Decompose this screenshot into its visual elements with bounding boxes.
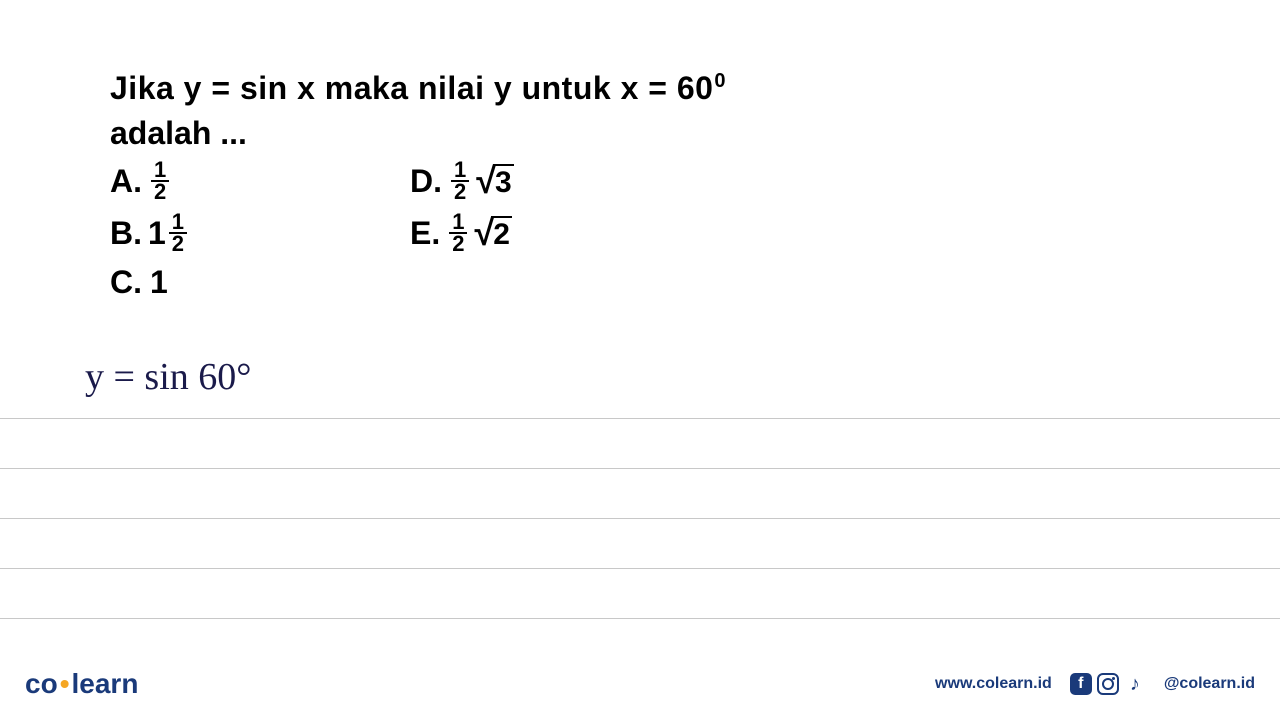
- social-handle: @colearn.id: [1164, 675, 1255, 693]
- logo-co: co: [25, 668, 58, 699]
- ruled-line: [0, 618, 1280, 619]
- logo-learn: learn: [72, 668, 139, 699]
- question-content: Jika y = sin x maka nilai y untuk x = 60…: [110, 70, 1210, 301]
- option-d-label: D.: [410, 163, 442, 200]
- question-line2: adalah ...: [110, 115, 1210, 152]
- option-a-fraction: 1 2: [151, 160, 169, 202]
- logo: co•learn: [25, 668, 138, 700]
- handwritten-work: y = sin 60°: [85, 355, 251, 399]
- website-url: www.colearn.id: [935, 675, 1052, 693]
- option-b-fraction: 1 2: [169, 212, 187, 254]
- ruled-line: [0, 568, 1280, 569]
- tiktok-icon: ♪: [1124, 673, 1146, 695]
- footer: co•learn www.colearn.id f ♪ @colearn.id: [0, 668, 1280, 700]
- option-a: A. 1 2: [110, 160, 390, 202]
- social-icons: f ♪: [1070, 673, 1146, 695]
- ruled-line: [0, 518, 1280, 519]
- degree-symbol: 0: [714, 70, 726, 92]
- option-b-label: B.: [110, 215, 142, 252]
- facebook-icon: f: [1070, 673, 1092, 695]
- option-a-label: A.: [110, 163, 142, 200]
- option-c: C. 1: [110, 264, 390, 301]
- question-line1: Jika y = sin x maka nilai y untuk x = 60…: [110, 70, 1210, 107]
- option-d-fraction: 1 2: [451, 160, 469, 202]
- option-e-fraction: 1 2: [449, 212, 467, 254]
- ruled-line: [0, 418, 1280, 419]
- footer-right: www.colearn.id f ♪ @colearn.id: [935, 673, 1255, 695]
- ruled-lines: [0, 418, 1280, 668]
- question-text-1: Jika y = sin x maka nilai y untuk x = 60: [110, 70, 713, 106]
- option-c-label: C.: [110, 264, 142, 301]
- instagram-icon: [1097, 673, 1119, 695]
- option-b: B. 1 1 2: [110, 212, 390, 254]
- option-d: D. 1 2 √ 3: [410, 160, 690, 202]
- option-e-label: E.: [410, 215, 440, 252]
- ruled-line: [0, 468, 1280, 469]
- option-b-whole: 1: [148, 215, 166, 252]
- logo-dot: •: [60, 668, 70, 699]
- option-e: E. 1 2 √ 2: [410, 212, 690, 254]
- option-d-sqrt: √ 3: [476, 160, 513, 202]
- options-grid: A. 1 2 D. 1 2 √ 3 B. 1 1 2: [110, 160, 1210, 301]
- option-c-value: 1: [150, 264, 168, 301]
- option-e-sqrt: √ 2: [474, 212, 511, 254]
